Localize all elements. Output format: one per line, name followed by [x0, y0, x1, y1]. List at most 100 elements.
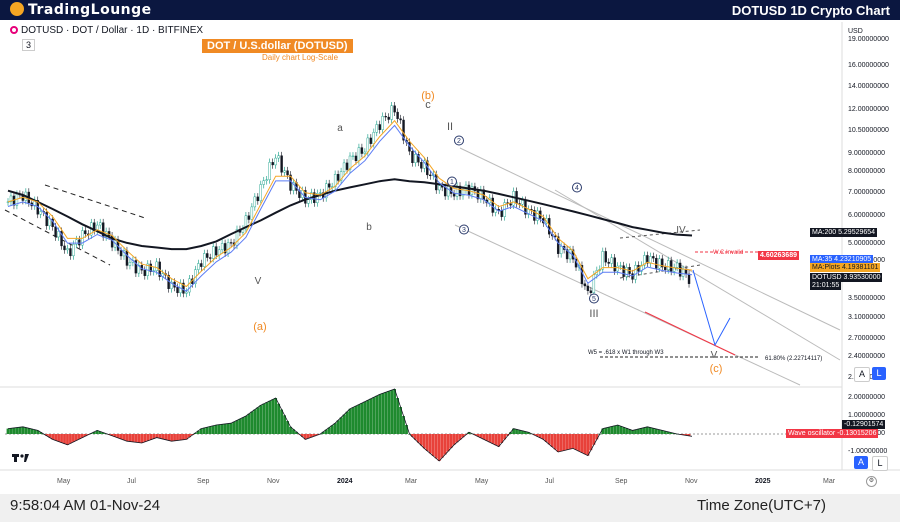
candle-body — [310, 192, 313, 200]
candle-body — [378, 124, 381, 130]
candle-body — [235, 229, 239, 246]
candle-body — [381, 116, 384, 130]
osc-bar — [149, 434, 153, 440]
candle-body — [586, 285, 590, 291]
auto-scale-button[interactable]: A — [854, 367, 870, 382]
wave-label: (a) — [253, 321, 266, 333]
osc-bar — [122, 434, 126, 441]
osc-bar — [503, 434, 507, 440]
osc-bar — [509, 432, 512, 434]
osc-bar — [684, 434, 688, 436]
osc-bar — [455, 434, 459, 443]
osc-bar — [640, 428, 643, 434]
candle-body — [57, 231, 60, 238]
osc-bar — [274, 398, 278, 434]
currency-label[interactable]: USD — [848, 28, 863, 35]
candle-body — [372, 132, 375, 144]
osc-bar — [80, 434, 84, 438]
candle-body — [143, 269, 147, 276]
price-tag: 21:01:55 — [810, 281, 842, 290]
osc-bar — [449, 434, 453, 449]
osc-bar — [140, 434, 144, 443]
time-tick: Nov — [685, 478, 698, 485]
candle-body — [554, 235, 557, 237]
osc-bar — [146, 434, 150, 441]
candle-body — [559, 246, 563, 254]
settings-gear-icon[interactable]: ⚙ — [866, 476, 877, 487]
osc-bar — [15, 427, 19, 434]
osc-bar — [45, 434, 49, 436]
osc-log-button[interactable]: L — [872, 456, 888, 471]
candle-body — [556, 236, 560, 254]
osc-bar — [161, 434, 165, 440]
time-tick: Sep — [615, 478, 628, 485]
wave-label: c — [425, 99, 431, 111]
candle-body — [491, 197, 494, 213]
candle-body — [643, 255, 646, 266]
candle-body — [509, 203, 512, 206]
chart-title: DOTUSD 1D Crypto Chart — [731, 3, 890, 18]
candle-body — [149, 263, 152, 272]
candle-body — [286, 170, 289, 176]
candle-body — [536, 210, 539, 221]
osc-bar — [419, 434, 423, 446]
candle-body — [119, 250, 123, 257]
price-tick: 19.00000000 — [848, 35, 889, 43]
osc-bar — [550, 434, 554, 447]
osc-bar — [24, 427, 28, 434]
logo-text: TradingLounge — [28, 2, 152, 18]
time-tick: Sep — [197, 478, 210, 485]
indicator-count[interactable]: 3 — [22, 39, 36, 51]
osc-bar — [324, 429, 328, 434]
wave-label: IV — [676, 225, 686, 236]
osc-bar — [21, 426, 25, 434]
candle-body — [589, 290, 593, 294]
osc-bar — [354, 405, 358, 434]
osc-bar — [196, 430, 200, 434]
wave-label: (c) — [710, 363, 723, 375]
candle-body — [592, 274, 596, 294]
symbol-info[interactable]: DOTUSD · DOT / Dollar · 1D · BITFINEX — [10, 25, 203, 36]
osc-bar — [580, 434, 584, 453]
polkadot-icon — [10, 26, 18, 34]
candle-body — [357, 147, 361, 162]
osc-bar — [381, 393, 385, 434]
candle-body — [54, 226, 57, 238]
log-scale-button[interactable]: L — [872, 367, 886, 380]
candle-body — [393, 105, 396, 113]
candle-body — [128, 262, 132, 266]
candle-body — [470, 186, 474, 195]
osc-bar — [327, 427, 331, 434]
candle-body — [336, 174, 340, 181]
osc-bar — [185, 434, 188, 440]
osc-bar — [39, 432, 43, 434]
osc-bar — [437, 434, 441, 461]
osc-bar — [369, 398, 373, 434]
osc-bar — [289, 426, 292, 434]
osc-bar — [321, 431, 325, 434]
candle-body — [125, 250, 129, 266]
osc-bar — [176, 434, 179, 441]
osc-tick: 1.00000000 — [848, 412, 885, 419]
candle-body — [134, 260, 138, 274]
candle-body — [84, 230, 87, 235]
candle-body — [327, 183, 331, 188]
wave-label: 1 — [450, 179, 454, 186]
osc-bar — [92, 431, 96, 434]
osc-bar — [259, 405, 263, 434]
candle-body — [655, 257, 658, 269]
osc-tick: 2.00000000 — [848, 394, 885, 401]
candle-body — [98, 222, 102, 226]
osc-bar — [687, 434, 691, 436]
osc-bar — [51, 434, 55, 440]
osc-auto-button[interactable]: A — [854, 456, 868, 469]
candle-body — [277, 155, 280, 159]
osc-bar — [535, 434, 539, 437]
osc-bar — [512, 428, 515, 434]
osc-bar — [110, 434, 114, 436]
osc-bar — [173, 434, 176, 441]
time-tick: Jul — [127, 478, 136, 485]
osc-bar — [229, 423, 233, 434]
candle-body — [182, 282, 185, 294]
